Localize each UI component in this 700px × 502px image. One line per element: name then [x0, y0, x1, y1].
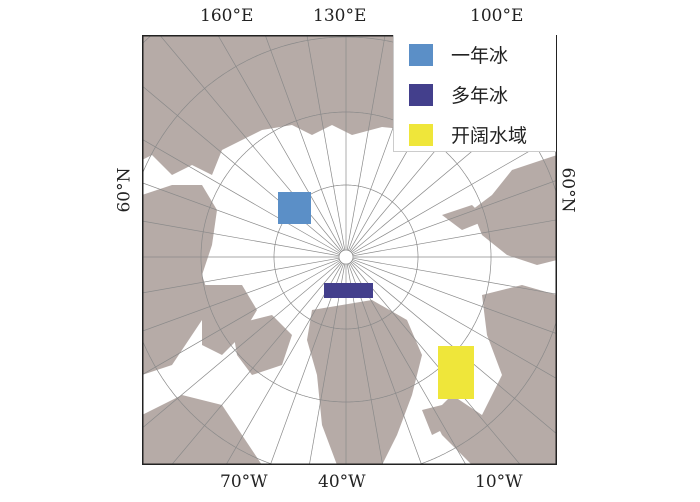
meridian-line	[142, 260, 341, 376]
meridian-line	[225, 262, 343, 465]
legend-label: 一年冰	[451, 45, 509, 67]
meridian-line	[352, 257, 557, 295]
bottom-lon-label: 40°W	[318, 472, 366, 492]
meridian-line	[264, 35, 344, 251]
legend-item-first-year-ice: 一年冰	[409, 41, 508, 68]
first-year-ice-region	[278, 192, 311, 224]
meridian-line	[159, 35, 342, 252]
bottom-lon-label: 70°W	[220, 472, 268, 492]
legend-label: 开阔水域	[451, 125, 528, 147]
meridian-line	[306, 35, 346, 251]
pole-circle	[338, 249, 354, 265]
open-water-region	[438, 346, 474, 399]
meridian-line	[351, 134, 557, 254]
meridian-line	[142, 257, 340, 294]
meridian-line	[346, 35, 386, 251]
top-lon-label: 160°E	[200, 6, 254, 26]
legend: 一年冰 多年冰 开阔水域	[393, 35, 556, 152]
meridian-line	[142, 261, 341, 429]
legend-label: 多年冰	[451, 85, 509, 107]
meridian-line	[352, 259, 557, 335]
legend-item-open-water: 开阔水域	[409, 121, 527, 148]
meridian-line	[351, 260, 557, 380]
bottom-lon-label: 10°W	[475, 472, 523, 492]
meridian-line	[352, 219, 557, 257]
multi-year-ice-region	[324, 283, 373, 298]
legend-swatch	[409, 123, 433, 146]
map-frame	[142, 35, 557, 465]
legend-item-multi-year-ice: 多年冰	[409, 81, 508, 108]
meridian-line	[142, 220, 340, 257]
left-lat-label: 60°N	[114, 167, 135, 213]
meridian-line	[142, 85, 341, 253]
right-lat-label: 60°N	[557, 167, 578, 213]
meridian-line	[350, 262, 521, 465]
legend-swatch	[409, 83, 433, 106]
meridian-line	[142, 182, 340, 255]
meridian-line	[171, 262, 342, 465]
legend-swatch	[409, 43, 433, 66]
top-lon-label: 130°E	[313, 6, 367, 26]
meridian-line	[217, 35, 343, 252]
meridian-line	[352, 179, 557, 255]
meridian-line	[142, 138, 341, 254]
meridian-line	[142, 259, 340, 332]
top-lon-label: 100°E	[470, 6, 524, 26]
